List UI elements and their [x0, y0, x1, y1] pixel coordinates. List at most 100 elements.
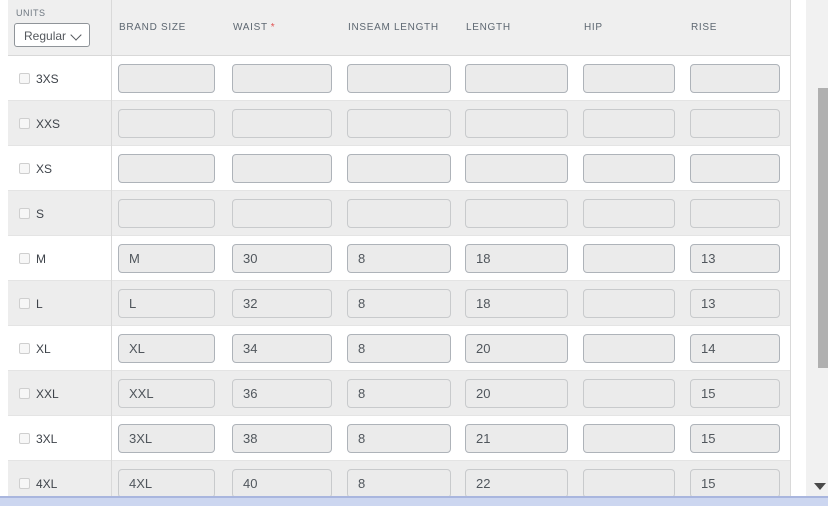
cell-input-brand-size-s[interactable]	[118, 199, 215, 228]
cell-input-rise-m[interactable]	[690, 244, 780, 273]
cell-input-hip-s[interactable]	[583, 199, 675, 228]
row-checkbox-l[interactable]	[19, 298, 30, 309]
table-row-xl: XL	[8, 326, 790, 371]
cell-input-waist-l[interactable]	[232, 289, 332, 318]
cell-input-brand-size-4xl[interactable]	[118, 469, 215, 498]
units-select[interactable]: Regular	[14, 23, 90, 47]
column-header-brand-size: BRAND SIZE	[119, 22, 187, 33]
cell-input-rise-3xs[interactable]	[690, 64, 780, 93]
units-label: UNITS	[16, 8, 46, 18]
table-row-m: M	[8, 236, 790, 281]
cell-input-length-3xl[interactable]	[465, 424, 568, 453]
table-header-band: UNITS Regular BRAND SIZE WAIST * INSEAM LEN…	[8, 0, 790, 56]
cell-input-waist-xs[interactable]	[232, 154, 332, 183]
cell-input-hip-xl[interactable]	[583, 334, 675, 363]
vertical-scrollbar-thumb[interactable]	[818, 88, 828, 368]
row-size-label: 3XS	[36, 72, 59, 86]
size-chart-table: UNITS Regular BRAND SIZE WAIST * INSEAM LEN…	[8, 0, 791, 506]
row-checkbox-m[interactable]	[19, 253, 30, 264]
cell-input-rise-xxl[interactable]	[690, 379, 780, 408]
cell-input-rise-s[interactable]	[690, 199, 780, 228]
cell-input-inseam-length-s[interactable]	[347, 199, 451, 228]
row-size-label: 3XL	[36, 432, 58, 446]
row-checkbox-xxl[interactable]	[19, 388, 30, 399]
column-header-hip: HIP	[584, 22, 603, 33]
table-row-xs: XS	[8, 146, 790, 191]
row-size-label: XL	[36, 342, 51, 356]
cell-input-waist-xl[interactable]	[232, 334, 332, 363]
cell-input-hip-xxl[interactable]	[583, 379, 675, 408]
cell-input-hip-l[interactable]	[583, 289, 675, 318]
cell-input-rise-l[interactable]	[690, 289, 780, 318]
cell-input-waist-3xl[interactable]	[232, 424, 332, 453]
cell-input-length-m[interactable]	[465, 244, 568, 273]
cell-input-waist-xxl[interactable]	[232, 379, 332, 408]
cell-input-length-4xl[interactable]	[465, 469, 568, 498]
cell-input-rise-xl[interactable]	[690, 334, 780, 363]
cell-input-waist-m[interactable]	[232, 244, 332, 273]
cell-input-hip-m[interactable]	[583, 244, 675, 273]
cell-input-inseam-length-xl[interactable]	[347, 334, 451, 363]
cell-input-brand-size-xl[interactable]	[118, 334, 215, 363]
cell-input-brand-size-xxl[interactable]	[118, 379, 215, 408]
row-size-label: 4XL	[36, 477, 58, 491]
cell-input-rise-xs[interactable]	[690, 154, 780, 183]
chevron-down-icon	[70, 29, 82, 41]
cell-input-hip-xs[interactable]	[583, 154, 675, 183]
cell-input-inseam-length-3xs[interactable]	[347, 64, 451, 93]
table-row-xxs: XXS	[8, 101, 790, 146]
cell-input-brand-size-xs[interactable]	[118, 154, 215, 183]
row-checkbox-xxs[interactable]	[19, 118, 30, 129]
cell-input-hip-3xl[interactable]	[583, 424, 675, 453]
cell-input-hip-xxs[interactable]	[583, 109, 675, 138]
cell-input-length-s[interactable]	[465, 199, 568, 228]
vertical-scrollbar-track[interactable]	[806, 0, 828, 496]
cell-input-length-3xs[interactable]	[465, 64, 568, 93]
table-row-3xl: 3XL	[8, 416, 790, 461]
row-size-label: XS	[36, 162, 53, 176]
cell-input-inseam-length-xxs[interactable]	[347, 109, 451, 138]
row-checkbox-3xl[interactable]	[19, 433, 30, 444]
cell-input-length-xxl[interactable]	[465, 379, 568, 408]
cell-input-length-xl[interactable]	[465, 334, 568, 363]
cell-input-hip-4xl[interactable]	[583, 469, 675, 498]
column-header-waist: WAIST *	[233, 22, 276, 33]
row-size-label: M	[36, 252, 46, 266]
row-checkbox-3xs[interactable]	[19, 73, 30, 84]
cell-input-waist-xxs[interactable]	[232, 109, 332, 138]
table-row-xxl: XXL	[8, 371, 790, 416]
column-header-length: LENGTH	[466, 22, 511, 33]
cell-input-waist-s[interactable]	[232, 199, 332, 228]
cell-input-waist-4xl[interactable]	[232, 469, 332, 498]
row-checkbox-xl[interactable]	[19, 343, 30, 354]
cell-input-rise-3xl[interactable]	[690, 424, 780, 453]
cell-input-brand-size-m[interactable]	[118, 244, 215, 273]
cell-input-waist-3xs[interactable]	[232, 64, 332, 93]
cell-input-brand-size-3xs[interactable]	[118, 64, 215, 93]
horizontal-scrollbar[interactable]	[0, 496, 828, 506]
row-checkbox-xs[interactable]	[19, 163, 30, 174]
row-size-label: XXL	[36, 387, 59, 401]
cell-input-length-xxs[interactable]	[465, 109, 568, 138]
row-size-label: L	[36, 297, 43, 311]
cell-input-length-l[interactable]	[465, 289, 568, 318]
units-selected-value: Regular	[24, 29, 67, 43]
row-checkbox-4xl[interactable]	[19, 478, 30, 489]
cell-input-hip-3xs[interactable]	[583, 64, 675, 93]
cell-input-inseam-length-4xl[interactable]	[347, 469, 451, 498]
cell-input-inseam-length-l[interactable]	[347, 289, 451, 318]
cell-input-brand-size-l[interactable]	[118, 289, 215, 318]
cell-input-inseam-length-xxl[interactable]	[347, 379, 451, 408]
scroll-corner-arrow-icon[interactable]	[814, 483, 826, 490]
row-checkbox-s[interactable]	[19, 208, 30, 219]
cell-input-inseam-length-m[interactable]	[347, 244, 451, 273]
cell-input-rise-xxs[interactable]	[690, 109, 780, 138]
row-size-label: XXS	[36, 117, 61, 131]
cell-input-rise-4xl[interactable]	[690, 469, 780, 498]
cell-input-brand-size-3xl[interactable]	[118, 424, 215, 453]
cell-input-inseam-length-3xl[interactable]	[347, 424, 451, 453]
cell-input-brand-size-xxs[interactable]	[118, 109, 215, 138]
cell-input-inseam-length-xs[interactable]	[347, 154, 451, 183]
cell-input-length-xs[interactable]	[465, 154, 568, 183]
